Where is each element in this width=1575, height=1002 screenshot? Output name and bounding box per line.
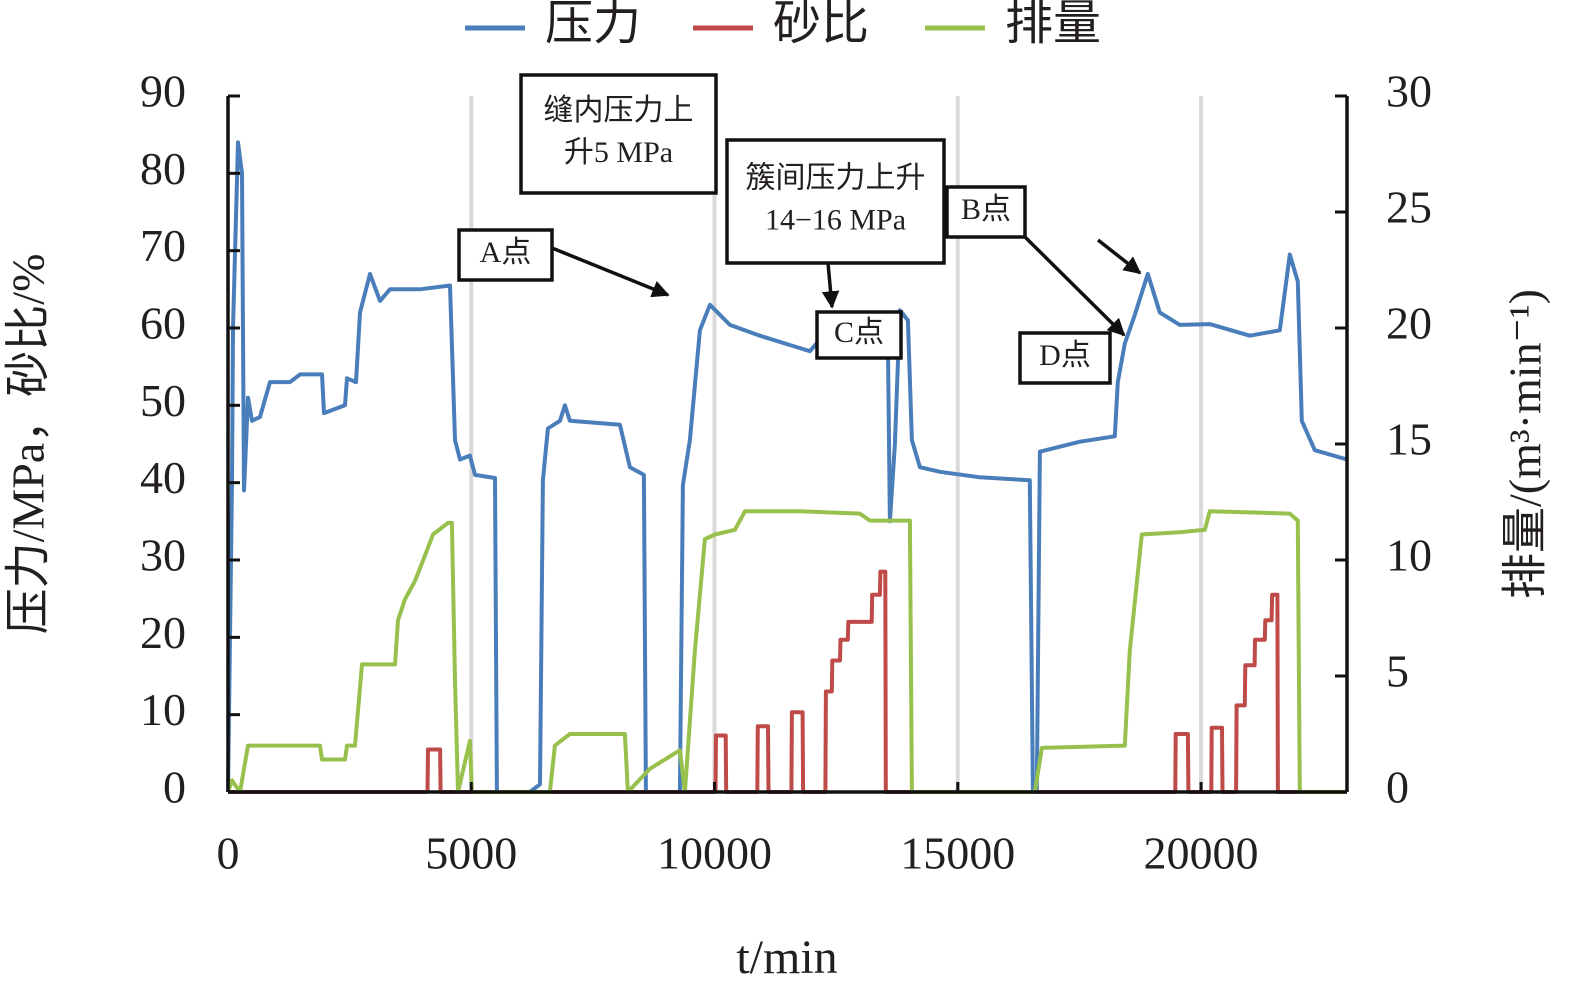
y-tick-label: 40	[140, 452, 186, 503]
y-tick-label: 30	[140, 530, 186, 581]
x-tick-label: 20000	[1144, 828, 1259, 879]
annotation-box	[815, 310, 903, 360]
x-tick-label: 5000	[425, 828, 517, 879]
y-tick-label: 70	[140, 220, 186, 271]
annotation-text: D点	[1039, 339, 1091, 372]
annotation-text: 升5 MPa	[564, 136, 673, 169]
series-line	[226, 509, 1347, 794]
annotation-text: 缝内压力上	[544, 94, 694, 127]
arrow	[551, 246, 670, 298]
x-axis-label: t/min	[736, 931, 837, 984]
annotation-text: B点	[961, 193, 1011, 226]
y2-tick-label: 25	[1386, 182, 1432, 233]
y2-tick-label: 20	[1386, 298, 1432, 349]
arrow	[1023, 235, 1126, 337]
arrow	[821, 262, 840, 309]
annotation-box	[725, 138, 946, 265]
y-axis-label: 压力/MPa，砂比/%	[3, 254, 54, 635]
y-tick-label: 80	[140, 143, 186, 194]
arrow	[1096, 238, 1142, 275]
y-tick-label: 60	[140, 298, 186, 349]
annotation-box	[519, 73, 718, 195]
series-line	[228, 569, 1347, 794]
annotation-box	[945, 185, 1027, 239]
annotation-text: C点	[834, 316, 884, 349]
y-tick-label: 20	[140, 607, 186, 658]
legend-label: 压力	[545, 0, 641, 50]
y2-tick-label: 10	[1386, 530, 1432, 581]
y2-tick-label: 30	[1386, 66, 1432, 117]
y-tick-label: 10	[140, 684, 186, 735]
y-tick-label: 0	[163, 762, 186, 813]
axes: 0 5000 10000 15000 20000 0 10 20 30 40 50 60 70 80 90 0…	[140, 66, 1432, 879]
y2-tick-label: 5	[1386, 646, 1409, 697]
y2-axis-label: 排量/(m³·min⁻¹)	[1500, 289, 1551, 599]
x-tick-label: 0	[217, 828, 240, 879]
x-tick-label: 15000	[900, 828, 1015, 879]
annotation-text: 簇间压力上升	[746, 161, 926, 194]
y2-tick-label: 15	[1386, 414, 1432, 465]
annotation-text: A点	[480, 236, 532, 269]
x-tick-label: 10000	[657, 828, 772, 879]
y-tick-label: 50	[140, 375, 186, 426]
y-tick-label: 90	[140, 66, 186, 117]
annotation-box	[1018, 331, 1112, 385]
annotation-box	[457, 228, 554, 282]
legend-label: 排量	[1005, 0, 1101, 50]
y2-tick-label: 0	[1386, 762, 1409, 813]
legend-label: 砂比	[773, 0, 869, 50]
annotation-text: 14−16 MPa	[765, 203, 906, 236]
